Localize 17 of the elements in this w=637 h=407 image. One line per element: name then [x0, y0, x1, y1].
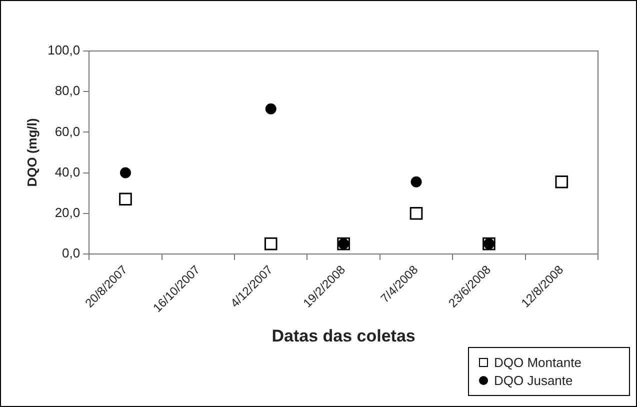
- point: [120, 167, 131, 178]
- y-axis-title: DQO (mg/l): [24, 118, 40, 187]
- y-tick-label: 60,0: [54, 124, 80, 139]
- point: [410, 206, 423, 220]
- point: [119, 192, 132, 206]
- point: [410, 176, 422, 188]
- y-tick-label: 100,0: [48, 42, 80, 58]
- point: [555, 175, 568, 188]
- point: [265, 103, 276, 114]
- y-tick-label: 40,0: [54, 164, 80, 180]
- y-tick-label: 80,0: [54, 83, 80, 98]
- legend-label: DQO Jusante: [493, 373, 574, 388]
- legend-label: DQO Montante: [493, 355, 582, 370]
- point: [264, 237, 278, 250]
- y-tick-label: 0,0: [62, 246, 80, 261]
- y-tick-label: 20,0: [54, 204, 80, 220]
- x-axis-title: Datas das coletas: [272, 326, 416, 346]
